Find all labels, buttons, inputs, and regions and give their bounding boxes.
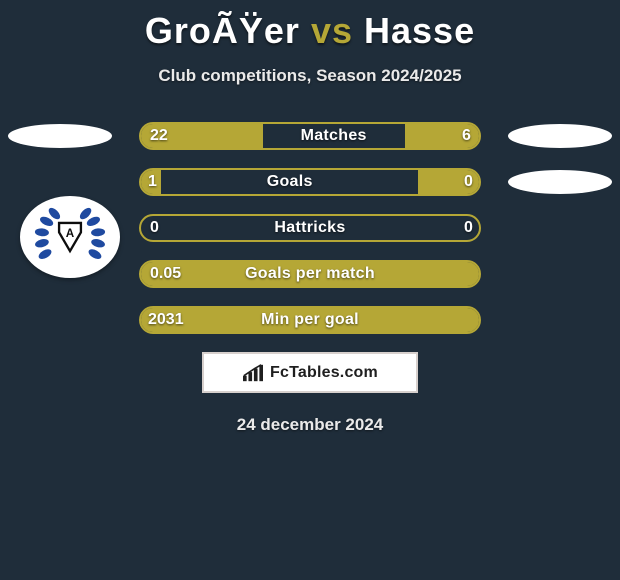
stats-panel: Matches226Goals10Hattricks00Goals per ma…: [0, 122, 620, 334]
stat-value-right: 6: [462, 127, 471, 145]
stat-row-hattricks: Hattricks0 0: [0, 214, 620, 242]
stat-bar-gpm: Goals per match: [139, 260, 481, 288]
stat-label: Matches: [263, 124, 405, 148]
brand-text: FcTables.com: [270, 364, 378, 382]
page-title: GroÃŸer vs Hasse: [145, 10, 475, 52]
stat-value-left: 2031: [148, 311, 184, 329]
stat-row-mpg: Min per goal2031: [0, 306, 620, 334]
player2-emblem: [508, 124, 612, 148]
player2-emblem: [508, 170, 612, 194]
stat-bar-goals: Goals: [139, 168, 481, 196]
title-player2: Hasse: [364, 10, 475, 51]
stat-value-right: 0: [464, 219, 473, 237]
stat-value-left: 0.05: [150, 265, 181, 283]
title-vs: vs: [311, 10, 353, 51]
bar-chart-icon: [242, 363, 264, 383]
title-player1: GroÃŸer: [145, 10, 300, 51]
player1-emblem: [8, 124, 112, 148]
brand-card[interactable]: FcTables.com: [202, 352, 418, 393]
stat-row-matches: Matches 22 6: [0, 122, 620, 150]
stat-row-gpm: Goals per match0.05: [0, 260, 620, 288]
stat-label: Goals per match: [141, 262, 479, 286]
stat-bar-mpg: Min per goal: [139, 306, 481, 334]
subtitle: Club competitions, Season 2024/2025: [158, 66, 461, 86]
stat-value-left: 0: [150, 219, 159, 237]
stat-bar-hattricks: Hattricks: [139, 214, 481, 242]
stat-value-left: 1: [148, 173, 157, 191]
h2h-infographic: GroÃŸer vs Hasse Club competitions, Seas…: [0, 0, 620, 580]
stat-row-goals: Goals1 0: [0, 168, 620, 196]
stat-value-right: 0: [464, 173, 473, 191]
snapshot-date: 24 december 2024: [237, 415, 384, 435]
stat-value-left: 22: [150, 127, 168, 145]
stat-label: Hattricks: [141, 216, 479, 240]
stat-label: Goals: [161, 170, 418, 194]
stat-bar-matches: Matches: [139, 122, 481, 150]
stat-label: Min per goal: [141, 308, 479, 332]
